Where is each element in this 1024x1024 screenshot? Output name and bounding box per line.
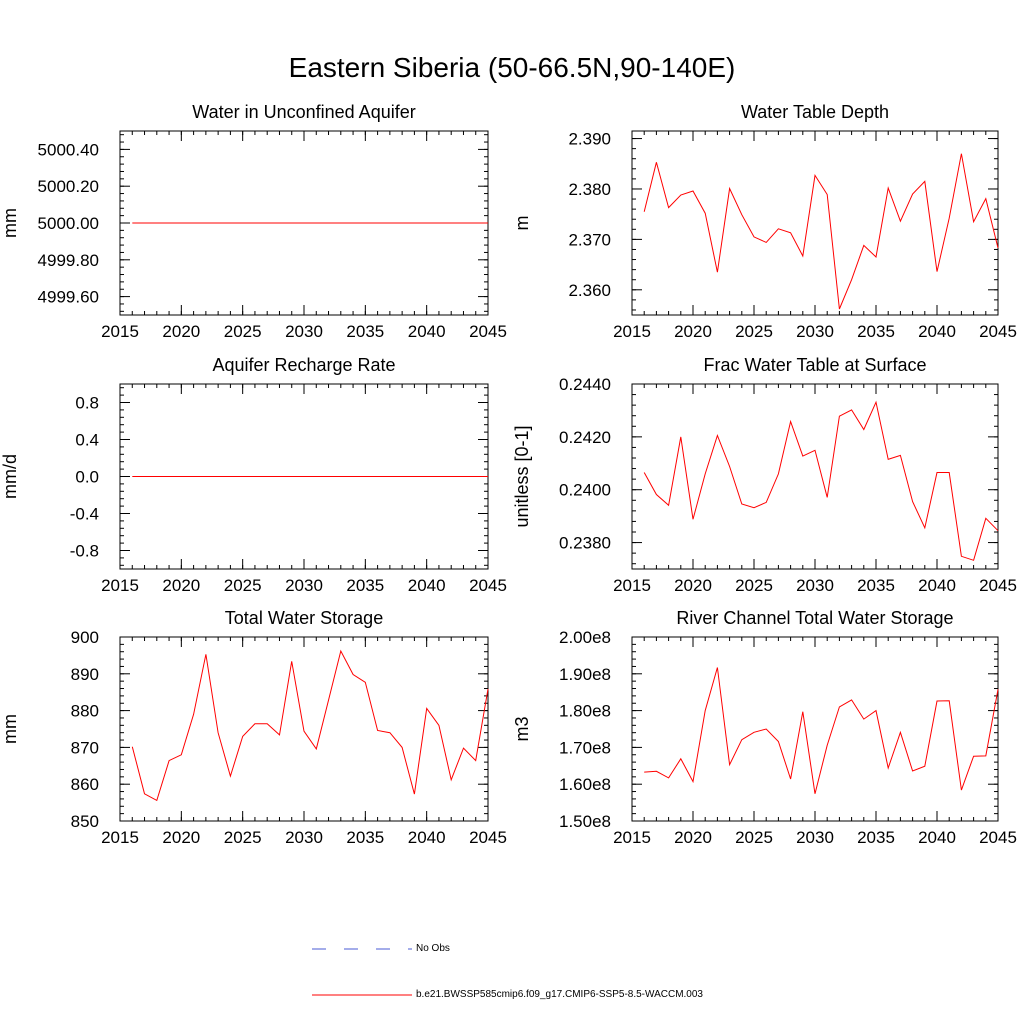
x-tick-label: 2035	[346, 576, 384, 595]
chart-panel-3: 2015 2020 2025 2030 2035 2040 2045 -0.8 -0.4 0.0 0…	[0, 355, 507, 595]
page-title: Eastern Siberia (50-66.5N,90-140E)	[288, 52, 736, 83]
x-tick-label: 2030	[796, 576, 834, 595]
x-tick-label: 2025	[735, 828, 773, 847]
x-tick-label: 2015	[613, 828, 651, 847]
x-tick-label: 2035	[346, 322, 384, 341]
y-axis-label: m	[512, 216, 532, 231]
y-axis-label: unitless [0-1]	[512, 425, 532, 527]
x-tick-label: 2030	[285, 576, 323, 595]
y-tick-label: 2.380	[568, 180, 611, 199]
x-tick-label: 2040	[408, 828, 446, 847]
y-tick-label: 0.8	[75, 394, 99, 413]
series-line-model	[131, 649, 489, 802]
x-tick-label: 2020	[162, 322, 200, 341]
x-tick-label: 2040	[918, 828, 956, 847]
y-tick-label: 1.80e8	[559, 702, 611, 721]
x-tick-label: 2025	[224, 576, 262, 595]
y-tick-label: 0.0	[75, 468, 99, 487]
x-tick-label: 2045	[979, 576, 1017, 595]
y-tick-label: 1.60e8	[559, 775, 611, 794]
x-tick-label: 2020	[162, 828, 200, 847]
chart-panel-6: 2015 2020 2025 2030 2035 2040 2045 1.50e8 1.60e8…	[512, 608, 1017, 847]
series-line-model	[644, 667, 999, 794]
series-line-model	[643, 153, 999, 310]
chart-title: Total Water Storage	[225, 608, 383, 628]
x-tick-label: 2030	[796, 322, 834, 341]
y-tick-label: -0.8	[70, 542, 99, 561]
x-tick-label: 2015	[101, 828, 139, 847]
y-tick-label: 5000.40	[38, 140, 99, 159]
x-tick-label: 2045	[469, 576, 507, 595]
y-axis-label: mm	[0, 208, 20, 238]
chart-title: Water Table Depth	[741, 102, 889, 122]
x-tick-label: 2025	[735, 322, 773, 341]
y-tick-label: 0.2420	[559, 428, 611, 447]
x-tick-label: 2015	[101, 322, 139, 341]
x-tick-label: 2045	[979, 828, 1017, 847]
x-tick-label: 2035	[857, 576, 895, 595]
x-tick-label: 2045	[979, 322, 1017, 341]
y-tick-label: 0.2400	[559, 481, 611, 500]
chart-panel-2: 2015 2020 2025 2030 2035 2040 2045 2.360 2.370 2.…	[512, 102, 1017, 341]
x-tick-label: 2030	[285, 322, 323, 341]
y-tick-label: 0.2440	[559, 375, 611, 394]
x-tick-label: 2035	[857, 322, 895, 341]
x-tick-label: 2045	[469, 828, 507, 847]
x-tick-label: 2040	[918, 576, 956, 595]
x-tick-label: 2025	[224, 828, 262, 847]
chart-panel-5: 2015 2020 2025 2030 2035 2040 2045 850 860 870 880…	[0, 608, 507, 847]
x-tick-label: 2030	[285, 828, 323, 847]
y-tick-label: 2.00e8	[559, 628, 611, 647]
y-tick-label: 5000.20	[38, 177, 99, 196]
x-tick-label: 2040	[918, 322, 956, 341]
x-tick-label: 2015	[101, 576, 139, 595]
y-tick-label: 2.370	[568, 230, 611, 249]
y-axis-label: m3	[512, 716, 532, 741]
x-tick-label: 2020	[674, 576, 712, 595]
chart-title: Frac Water Table at Surface	[703, 355, 926, 375]
x-tick-label: 2020	[674, 322, 712, 341]
y-tick-label: 870	[71, 738, 99, 757]
y-tick-label: 860	[71, 775, 99, 794]
y-tick-label: 0.2380	[559, 534, 611, 553]
y-tick-label: 1.90e8	[559, 665, 611, 684]
y-tick-label: 900	[71, 628, 99, 647]
x-tick-label: 2045	[469, 322, 507, 341]
x-tick-label: 2020	[674, 828, 712, 847]
x-tick-label: 2025	[224, 322, 262, 341]
y-axis-label: mm/d	[0, 454, 20, 499]
x-tick-label: 2030	[796, 828, 834, 847]
series-line-model	[643, 400, 999, 561]
x-tick-label: 2035	[346, 828, 384, 847]
x-tick-label: 2020	[162, 576, 200, 595]
x-tick-label: 2035	[857, 828, 895, 847]
y-axis-label: mm	[0, 714, 20, 744]
y-tick-label: 850	[71, 812, 99, 831]
x-tick-label: 2015	[613, 576, 651, 595]
y-tick-label: 1.50e8	[559, 812, 611, 831]
chart-panel-1: 2015 2020 2025 2030 2035 2040 2045 4999.60 4999.…	[0, 102, 507, 341]
y-tick-label: 0.4	[75, 431, 99, 450]
chart-title: River Channel Total Water Storage	[676, 608, 953, 628]
chart-title: Aquifer Recharge Rate	[212, 355, 395, 375]
y-tick-label: 1.70e8	[559, 738, 611, 757]
x-tick-label: 2025	[735, 576, 773, 595]
y-tick-label: -0.4	[70, 505, 99, 524]
y-tick-label: 2.360	[568, 281, 611, 300]
x-tick-label: 2040	[408, 576, 446, 595]
y-tick-label: 4999.80	[38, 251, 99, 270]
y-tick-label: 890	[71, 665, 99, 684]
y-tick-label: 2.390	[568, 130, 611, 149]
chart-title: Water in Unconfined Aquifer	[192, 102, 415, 122]
plot-frame	[631, 130, 999, 316]
y-tick-label: 880	[71, 702, 99, 721]
y-tick-label: 5000.00	[38, 214, 99, 233]
x-tick-label: 2015	[613, 322, 651, 341]
x-tick-label: 2040	[408, 322, 446, 341]
y-tick-label: 4999.60	[38, 288, 99, 307]
chart-panel-4: 2015 2020 2025 2030 2035 2040 2045 0.2380 0.2400…	[512, 355, 1017, 595]
